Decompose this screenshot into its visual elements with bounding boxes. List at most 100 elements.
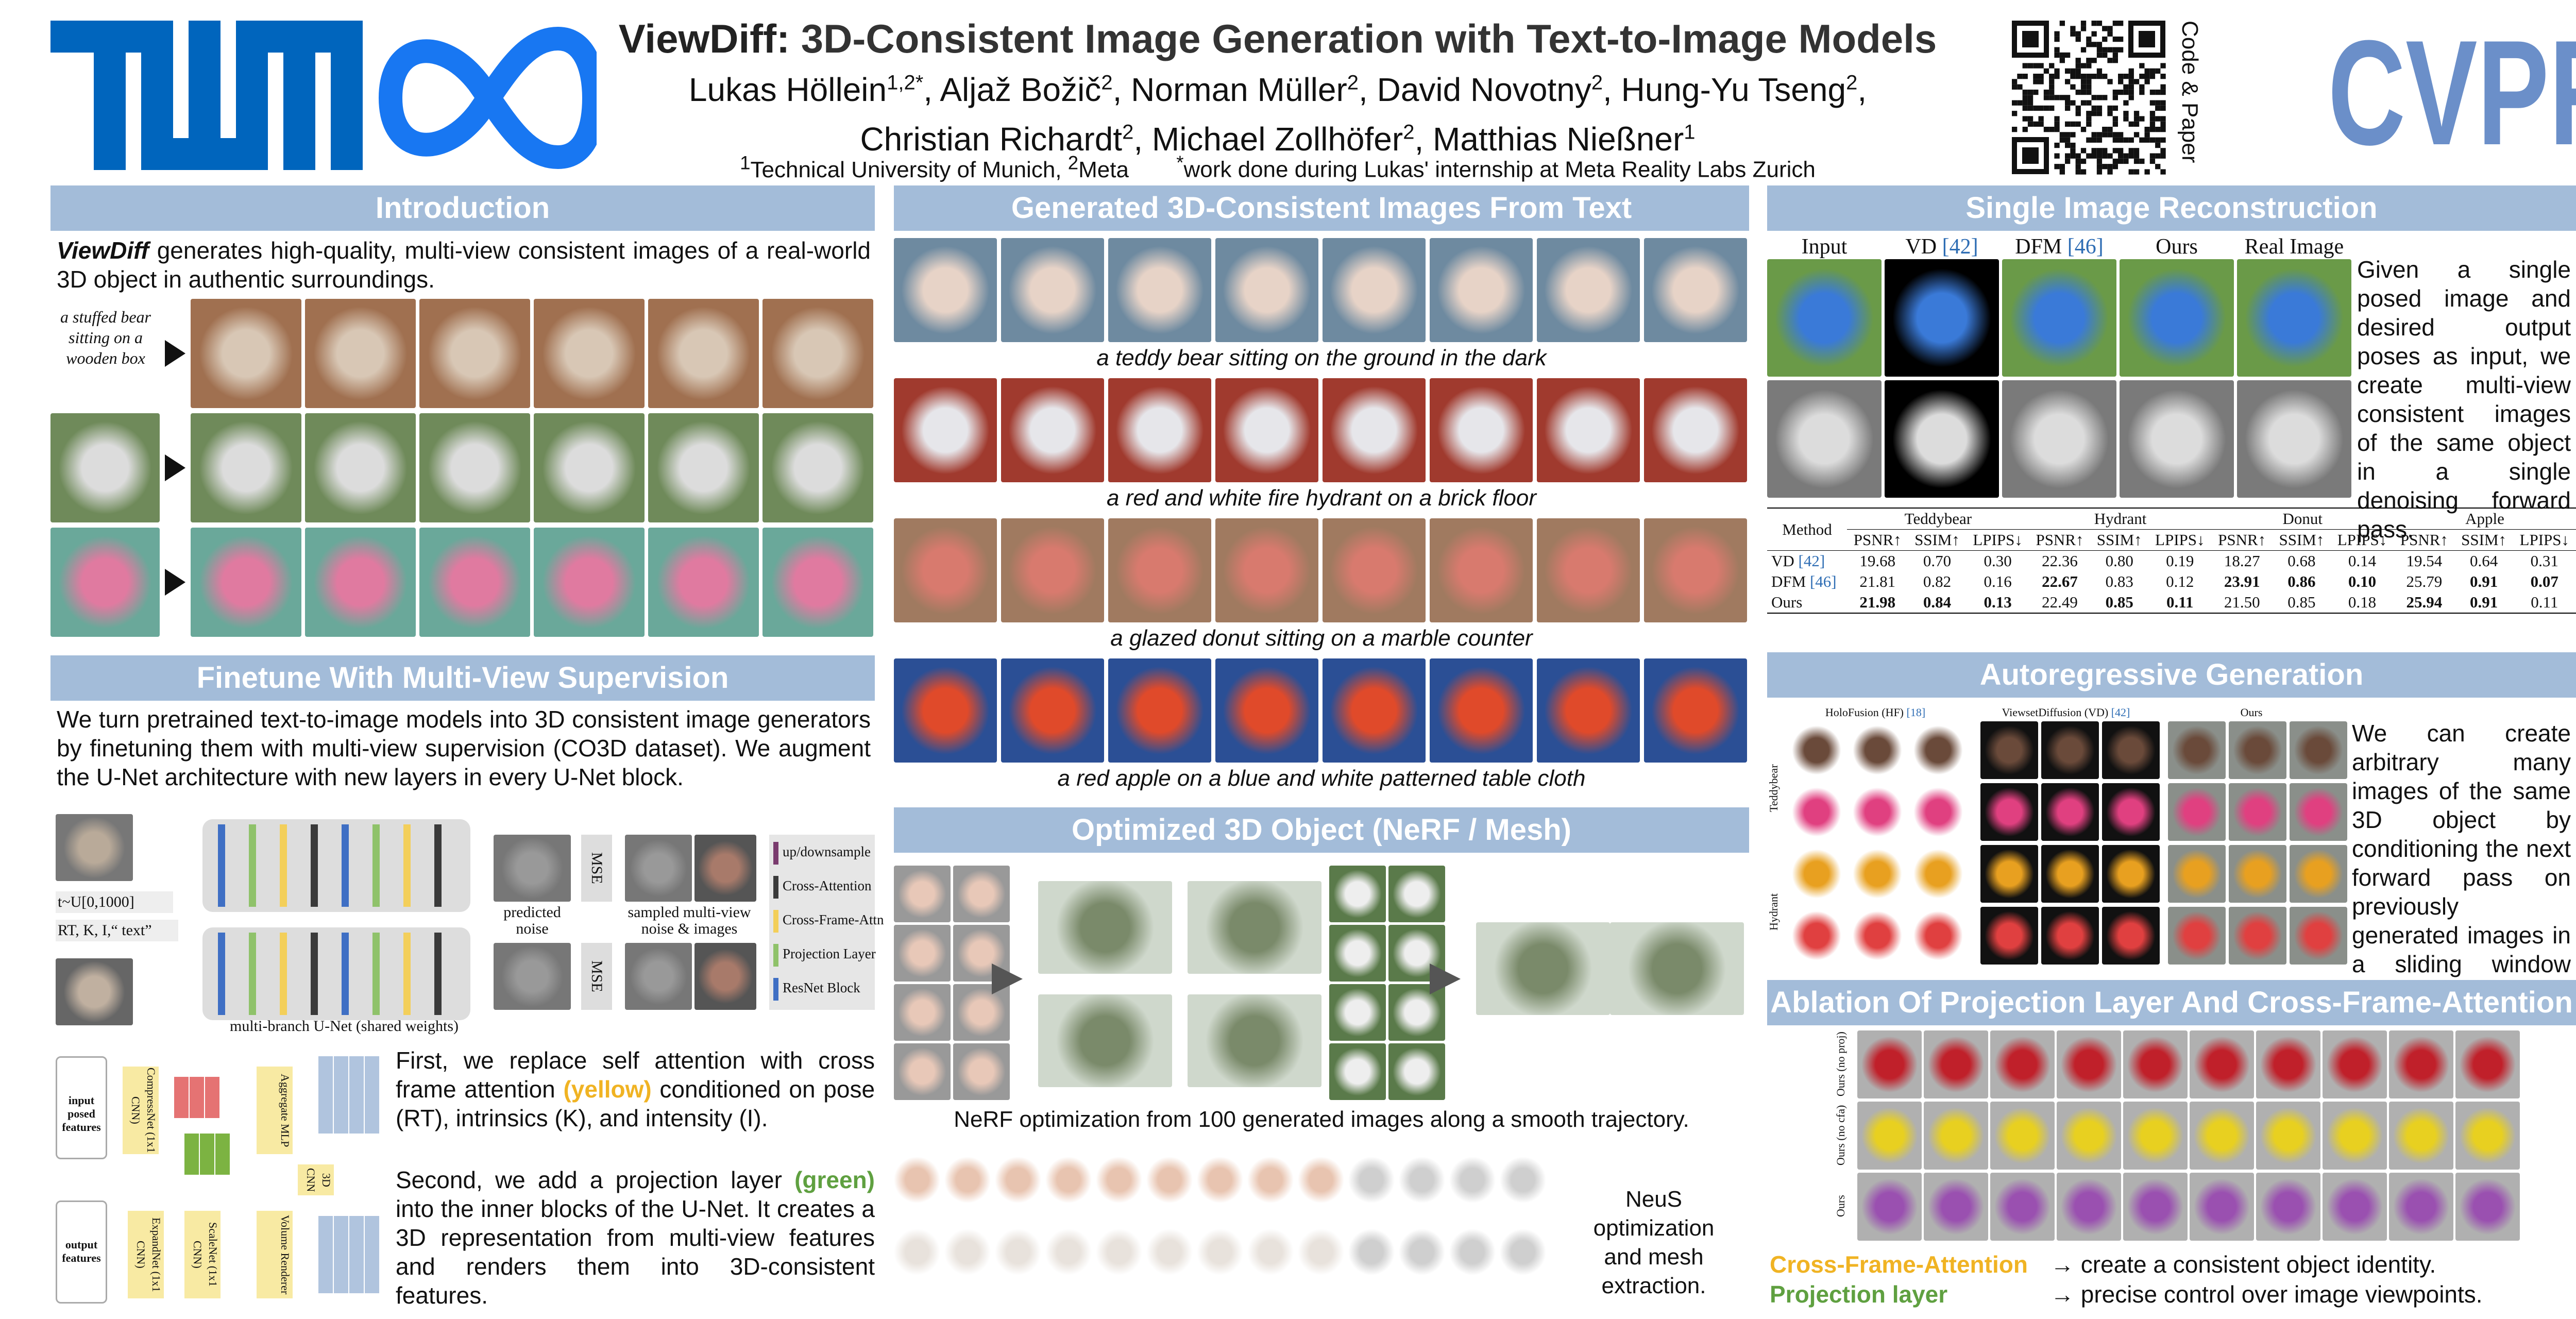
image [1788, 907, 1845, 965]
qr-module [2033, 63, 2039, 69]
proj-block: 3D CNN [298, 1164, 334, 1195]
qr-module [2128, 137, 2134, 143]
qr-module [2054, 95, 2060, 100]
qr-module [2144, 137, 2150, 143]
image [1329, 984, 1386, 1041]
qr-module [2102, 74, 2108, 79]
qr-module [2107, 164, 2113, 170]
method-text: HoloFusion (HF) [1825, 706, 1904, 719]
image [1298, 1221, 1344, 1283]
image [1500, 1149, 1546, 1211]
image [762, 413, 873, 522]
image [1537, 518, 1640, 622]
image [894, 925, 951, 982]
qr-module [2107, 31, 2113, 37]
image [2290, 845, 2347, 903]
qr-module [2075, 153, 2081, 159]
layer [342, 933, 349, 1015]
affiliation: Meta [1078, 157, 1129, 182]
qr-module [2123, 100, 2129, 106]
finetune-text: We turn pretrained text-to-image models … [57, 706, 871, 790]
image [1430, 378, 1533, 482]
image [494, 943, 571, 1010]
image [2168, 783, 2226, 841]
method-text: Ours [2240, 706, 2263, 719]
qr-module [2022, 63, 2028, 69]
qr-module [2059, 132, 2065, 138]
qr-module [2118, 47, 2124, 53]
image [1323, 378, 1426, 482]
image [953, 1043, 1010, 1100]
qr-module [2075, 105, 2081, 111]
qr-module [2096, 164, 2103, 170]
image [1399, 1221, 1445, 1283]
image [1924, 1102, 1988, 1170]
image [2290, 721, 2347, 779]
qr-module [2080, 79, 2087, 84]
image [2229, 845, 2286, 903]
qr-module [2038, 74, 2044, 79]
qr-module [2096, 132, 2103, 138]
loss-label: MSE [581, 835, 612, 902]
title-lead: ViewDiff: [618, 16, 790, 61]
image [1476, 922, 1610, 1015]
image [2229, 721, 2286, 779]
qr-module [2160, 116, 2166, 122]
qr-module [2086, 153, 2092, 159]
qr-module [2133, 121, 2140, 127]
qr-module [2118, 153, 2124, 159]
image [1849, 721, 1906, 779]
qr-module [2070, 142, 2076, 148]
nerf-figure [894, 860, 1749, 1108]
citation: [42] [1942, 235, 1978, 259]
author: Matthias Nießner1 [1433, 121, 1696, 158]
image [1215, 658, 1318, 763]
group-header: Teddybear [1847, 508, 2029, 530]
author-name: Christian Richardt [860, 120, 1123, 158]
image [1980, 721, 2038, 779]
tum-logo [50, 21, 363, 170]
qr-module [2086, 58, 2092, 63]
qr-module [2070, 84, 2076, 90]
qr-module [2160, 74, 2166, 79]
affiliation-mark: 2 [1067, 152, 1079, 173]
table: Method Teddybear Hydrant Donut Apple PSNR↑ SSI… [1767, 508, 2576, 614]
qr-module [2155, 164, 2161, 170]
image [1885, 380, 1999, 498]
qr-module [2038, 116, 2044, 122]
qr-module [2086, 84, 2092, 90]
qr-module [2133, 111, 2140, 116]
qr-module [2102, 47, 2108, 53]
qr-module [2054, 121, 2060, 127]
qr-module [2091, 111, 2097, 116]
qr-module [2128, 148, 2134, 154]
qr-module [2139, 137, 2145, 143]
proj-block: Volume Renderer [257, 1211, 293, 1298]
autoregressive-text: We can create arbitrary many images of t… [2352, 720, 2571, 1006]
qr-module [2086, 42, 2092, 47]
image [2123, 1173, 2188, 1241]
intro-body: generates high-quality, multi-view consi… [57, 237, 871, 293]
qr-module [2033, 79, 2039, 84]
image [894, 984, 951, 1041]
image [1348, 1149, 1395, 1211]
qr-module [2160, 84, 2166, 90]
image [1909, 845, 1967, 903]
logos [50, 21, 597, 170]
qr-module [2107, 132, 2113, 138]
caption: a red apple on a blue and white patterne… [1057, 766, 1586, 791]
image [1430, 238, 1533, 342]
author-name: David Novotny [1377, 71, 1591, 109]
image [894, 658, 997, 763]
qr-module [2155, 153, 2161, 159]
qr-module [2128, 89, 2134, 95]
affiliation-mark: 1 [740, 152, 751, 173]
layer [218, 933, 225, 1015]
method-name: DFM [1771, 572, 1806, 590]
qr-module [2075, 36, 2081, 42]
column-label: Ours [2120, 234, 2234, 259]
group-header: Apple [2394, 508, 2576, 530]
section-header: Generated 3D-Consistent Images From Text [894, 185, 1749, 231]
qr-module [2091, 31, 2097, 37]
citation: [42] [2111, 706, 2130, 719]
